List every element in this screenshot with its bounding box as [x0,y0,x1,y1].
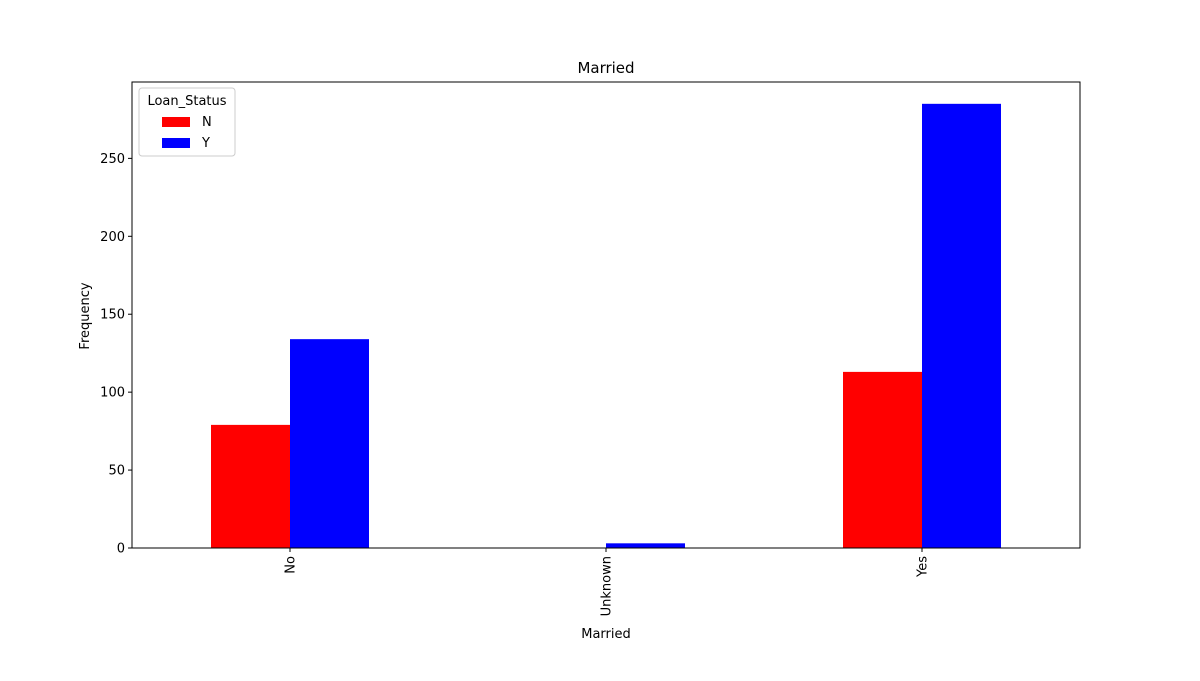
legend: Loan_Status NY [138,87,236,157]
x-tick-label: No [284,556,299,574]
y-tick-label: 150 [100,308,125,323]
chart-title: Married [577,59,634,77]
y-axis: 0 50 100 150 200 250 [100,152,132,557]
legend-label-n: N [202,115,212,130]
bars-group [211,103,1001,548]
x-axis-label: Married [581,627,631,642]
legend-swatch-n [162,117,190,127]
bar-no-n [211,424,290,548]
y-tick-label: 200 [100,230,125,245]
bar-unknown-y [606,543,685,548]
y-tick-label: 250 [100,152,125,167]
x-tick-label: Yes [916,556,931,578]
legend-title: Loan_Status [147,94,226,109]
y-tick-label: 0 [117,542,125,557]
x-axis: No Unknown Yes [284,548,931,616]
bar-no-y [290,339,369,548]
y-tick-label: 50 [108,464,125,479]
y-tick-label: 100 [100,386,125,401]
legend-swatch-y [162,138,190,148]
legend-label-y: Y [201,136,210,151]
legend-entries: NY [162,115,212,151]
y-axis-label: Frequency [78,282,93,349]
bar-yes-n [843,371,922,548]
bar-yes-y [922,103,1001,548]
x-tick-label: Unknown [600,556,615,616]
